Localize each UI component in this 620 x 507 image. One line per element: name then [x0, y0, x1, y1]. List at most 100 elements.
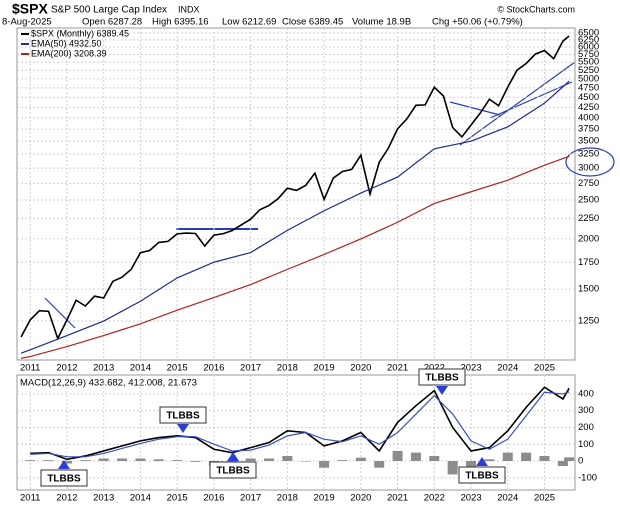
histogram-bar: [300, 460, 311, 462]
x-tick-label: 2014: [130, 493, 151, 504]
quote-item: Chg +50.06 (+0.79%): [432, 17, 523, 28]
x-tick-label: 2019: [314, 363, 335, 374]
annotation-box: [458, 466, 506, 484]
y-tick-label: 3250: [578, 149, 599, 160]
histogram-bar: [117, 458, 128, 461]
histogram-bar: [135, 458, 146, 461]
histogram-bar: [190, 460, 201, 462]
histogram-bar: [319, 460, 330, 468]
x-tick-label: 2015: [167, 493, 188, 504]
y-tick-label: 2500: [578, 194, 599, 205]
y-tick-label: 0: [578, 456, 583, 467]
y-tick-label: 5000: [578, 73, 599, 84]
x-tick-label: 2013: [93, 493, 114, 504]
y-tick-label: 3750: [578, 124, 599, 135]
annotation: TLBBS: [425, 373, 459, 384]
chart-title: $SPX: [12, 1, 48, 17]
histogram-bar: [521, 452, 532, 461]
date: 8-Aug-2025: [2, 17, 52, 28]
histogram-bar: [245, 458, 256, 461]
histogram-bar: [374, 460, 385, 468]
y-tick-label: 5500: [578, 57, 599, 68]
quote-item: Open 6287.28: [82, 17, 142, 28]
y-tick-label: 1750: [578, 257, 599, 268]
annotation-arrow: [436, 386, 448, 395]
histogram-bar: [429, 455, 440, 461]
annotation: TLBBS: [465, 471, 499, 482]
price-panel: [16, 27, 576, 361]
y-tick-label: 6500: [578, 28, 599, 39]
y-tick-label: 6250: [578, 34, 599, 45]
histogram-bar: [61, 460, 72, 464]
source: © StockCharts.com: [497, 4, 575, 14]
y-tick-label: 4500: [578, 92, 599, 103]
histogram-bar: [502, 452, 513, 461]
y-tick-label: 300: [578, 405, 594, 416]
histogram-bar: [264, 458, 274, 461]
y-tick-label: 1250: [578, 316, 599, 327]
histogram-bar: [539, 455, 550, 461]
x-tick-label: 2021: [387, 363, 408, 374]
y-tick-label: 4250: [578, 102, 599, 113]
x-tick-label: 2022: [424, 493, 445, 504]
x-tick-label: 2012: [56, 493, 77, 504]
histogram-bar: [98, 458, 109, 461]
histogram-bar: [153, 459, 164, 461]
x-tick-label: 2023: [460, 363, 481, 374]
x-tick-label: 2017: [240, 493, 261, 504]
histogram-bar: [43, 460, 54, 461]
legend-entry: EMA(50) 4932.50: [31, 38, 102, 48]
x-tick-label: 2012: [56, 363, 77, 374]
annotation-arrow: [227, 452, 239, 461]
x-tick-label: 2024: [497, 363, 518, 374]
x-tick-label: 2024: [497, 493, 518, 504]
series-line: [20, 35, 570, 341]
y-tick-label: 2000: [578, 233, 599, 244]
x-tick-label: 2019: [314, 493, 335, 504]
histogram-bar: [355, 457, 366, 461]
y-tick-label: -100: [578, 472, 597, 483]
quote-item: Low 6212.69: [222, 17, 276, 28]
y-tick-label: 6000: [578, 42, 599, 53]
series-line: [20, 80, 570, 354]
annotation: TLBBS: [47, 474, 81, 485]
x-tick-label: 2017: [240, 363, 261, 374]
series-line: [30, 391, 570, 458]
y-tick-label: 3500: [578, 136, 599, 147]
y-tick-label: 400: [578, 388, 594, 399]
exchange: INDX: [178, 4, 200, 14]
x-tick-label: 2013: [93, 363, 114, 374]
y-tick-label: 200: [578, 422, 594, 433]
y-tick-label: 2250: [578, 213, 599, 224]
legend-entry: EMA(200) 3208.39: [31, 48, 107, 58]
histogram-bar: [392, 450, 403, 461]
histogram-bar: [466, 460, 477, 472]
histogram-bar: [447, 460, 458, 475]
y-tick-label: 5750: [578, 49, 599, 60]
x-tick-label: 2023: [460, 493, 481, 504]
annotation: TLBBS: [216, 466, 250, 477]
histogram-bar: [172, 460, 183, 461]
y-tick-label: 4000: [578, 112, 599, 123]
histogram-bar: [564, 457, 575, 461]
chart-subtitle: S&P 500 Large Cap Index: [51, 5, 167, 16]
x-tick-label: 2011: [20, 493, 40, 504]
y-tick-label: 2750: [578, 178, 599, 189]
histogram-bar: [410, 452, 421, 461]
series-line: [20, 155, 570, 359]
x-tick-label: 2018: [277, 363, 298, 374]
y-tick-label: 3000: [578, 163, 599, 174]
x-tick-label: 2022: [424, 363, 445, 374]
histogram-bar: [282, 455, 293, 461]
y-tick-label: 4750: [578, 82, 599, 93]
x-tick-label: 2020: [350, 363, 371, 374]
x-tick-label: 2018: [277, 493, 298, 504]
x-tick-label: 2020: [350, 493, 371, 504]
annotation-box: [40, 469, 88, 487]
x-tick-label: 2025: [534, 493, 555, 504]
x-tick-label: 2021: [387, 493, 408, 504]
x-tick-label: 2016: [203, 363, 224, 374]
x-tick-label: 2015: [167, 363, 188, 374]
quote-item: Volume 18.9B: [352, 17, 411, 28]
